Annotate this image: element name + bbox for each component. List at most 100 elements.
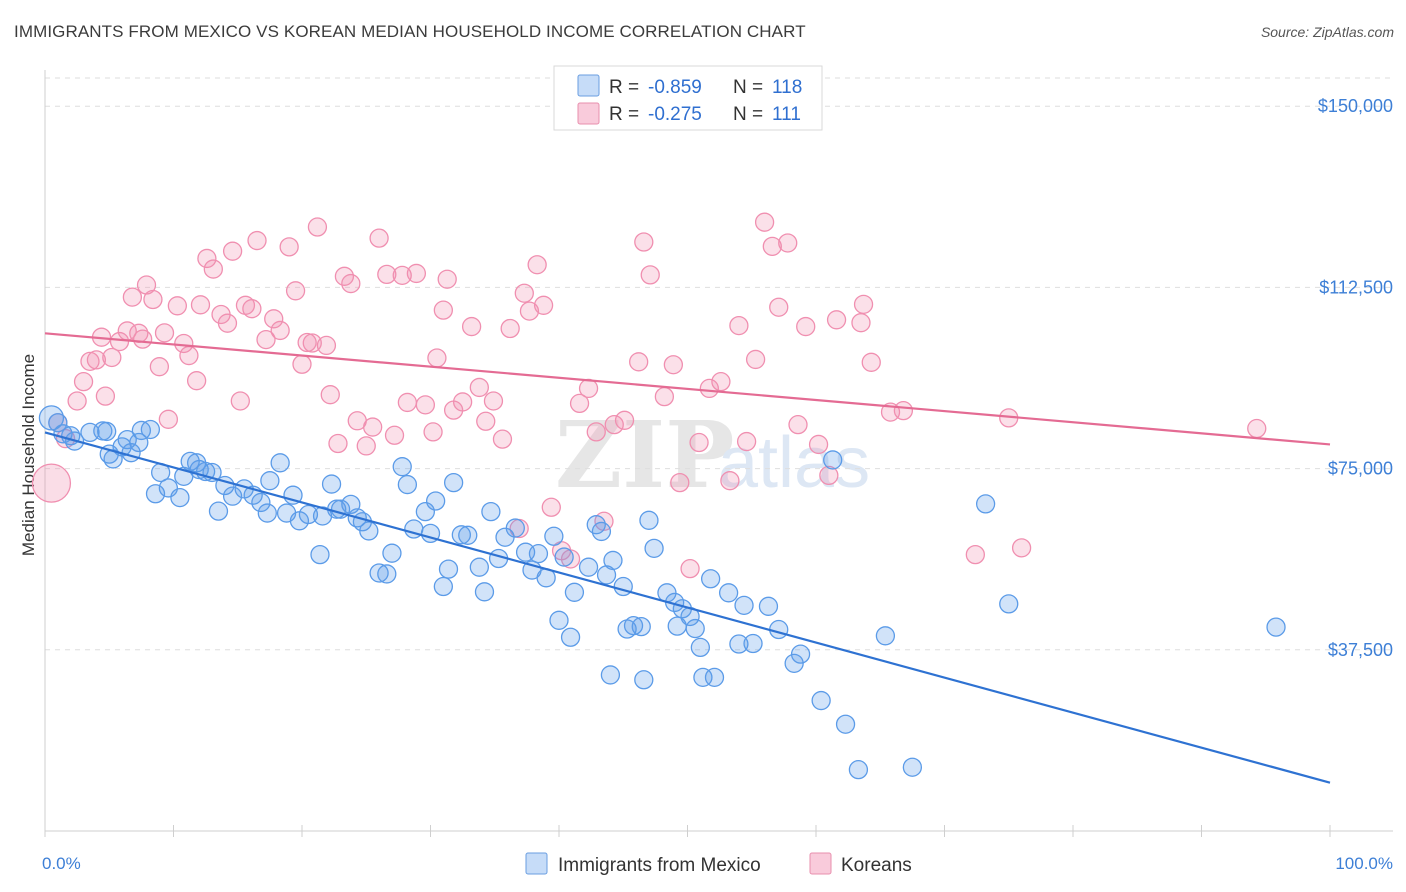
- korean-point: [514, 283, 534, 303]
- korean-point: [316, 335, 337, 356]
- korean-points: [31, 212, 1267, 579]
- legend: R = -0.859 N = 118 R = -0.275 N = 111: [553, 65, 823, 131]
- mexico-point: [685, 618, 705, 639]
- mexico-point: [392, 457, 412, 477]
- korean-point: [363, 417, 383, 437]
- korean-point: [634, 232, 654, 252]
- korean-point: [297, 332, 317, 353]
- bottom-legend-swatch-korean: [809, 852, 832, 875]
- mexico-point: [811, 690, 831, 711]
- korean-point: [689, 432, 709, 453]
- trend-lines: [44, 332, 1331, 784]
- mexico-point: [481, 501, 501, 522]
- korean-point: [328, 433, 348, 454]
- mexico-point: [382, 543, 402, 563]
- mexico-point: [310, 544, 330, 565]
- mexico-point: [170, 487, 190, 508]
- korean-point: [680, 558, 700, 579]
- korean-point: [264, 309, 284, 329]
- korean-point: [808, 434, 829, 455]
- korean-point: [670, 472, 690, 493]
- x-tick-labels: 0.0% 100.0%: [42, 854, 1393, 873]
- korean-point: [256, 329, 276, 350]
- korean-point: [31, 463, 72, 503]
- korean-point: [851, 313, 871, 333]
- mexico-point: [260, 471, 280, 491]
- korean-point: [356, 436, 376, 456]
- korean-point: [527, 255, 547, 275]
- korean-point: [86, 350, 107, 370]
- korean-point: [788, 415, 808, 435]
- x-tick-label-start: 0.0%: [42, 854, 81, 873]
- korean-point: [427, 348, 447, 368]
- korean-point: [629, 352, 649, 372]
- korean-point: [222, 241, 243, 261]
- mexico-point: [975, 494, 996, 514]
- korean-point: [384, 425, 405, 445]
- korean-point: [423, 422, 443, 442]
- mexico-point: [377, 564, 397, 584]
- korean-point: [1011, 538, 1032, 558]
- mexico-point: [222, 486, 243, 506]
- korean-point: [341, 273, 361, 294]
- korean-point: [158, 409, 179, 429]
- mexico-point: [443, 472, 464, 493]
- legend-r-label-mexico: R =: [609, 77, 639, 98]
- mexico-point: [298, 504, 319, 525]
- korean-point: [500, 318, 520, 339]
- korean-point: [247, 230, 267, 251]
- korean-point: [406, 263, 427, 284]
- korean-point: [614, 410, 635, 430]
- korean-point: [720, 471, 740, 491]
- korean-point: [586, 422, 606, 442]
- chart-title: IMMIGRANTS FROM MEXICO VS KOREAN MEDIAN …: [14, 22, 806, 41]
- korean-point: [133, 329, 153, 349]
- korean-point: [569, 393, 590, 414]
- mexico-point: [564, 582, 585, 602]
- mexico-point: [700, 569, 721, 589]
- y-axis-label: Median Household Income: [19, 354, 38, 556]
- korean-point: [80, 351, 100, 372]
- korean-point: [893, 400, 914, 421]
- mexico-point: [48, 413, 68, 433]
- korean-point: [736, 431, 757, 452]
- korean-point: [483, 391, 504, 411]
- y-tick-label: $112,500: [1319, 277, 1393, 297]
- korean-point: [578, 378, 599, 399]
- korean-point: [826, 310, 847, 330]
- korean-point: [654, 386, 675, 407]
- y-tick-label: $37,500: [1328, 640, 1393, 660]
- korean-point: [492, 429, 513, 449]
- axes: [44, 70, 1393, 837]
- mexico-point: [425, 491, 446, 511]
- mexico-point: [97, 421, 117, 442]
- legend-n-label-mexico: N =: [733, 77, 763, 98]
- bottom-legend-swatch-mexico: [525, 852, 548, 875]
- korean-point: [73, 371, 94, 392]
- mexico-point: [639, 510, 659, 530]
- legend-r-value-mexico: -0.859: [648, 77, 702, 98]
- mexico-point: [251, 492, 271, 513]
- korean-point: [392, 265, 412, 285]
- korean-point: [433, 300, 454, 320]
- korean-point: [369, 228, 389, 248]
- mexico-point: [631, 616, 651, 637]
- korean-point: [302, 333, 322, 353]
- korean-point: [769, 297, 789, 317]
- mexico-point: [1266, 617, 1286, 637]
- mexico-point: [433, 576, 454, 597]
- watermark-zip: ZIP: [555, 401, 734, 509]
- korean-point: [285, 281, 306, 301]
- korean-point: [519, 301, 540, 321]
- mexico-point: [129, 432, 149, 453]
- mexico-point: [438, 559, 459, 579]
- korean-point: [711, 371, 731, 392]
- korean-point: [270, 320, 290, 341]
- watermark-atlas: atlas: [718, 423, 870, 503]
- korean-point: [307, 217, 328, 237]
- korean-point: [745, 349, 766, 370]
- korean-point: [452, 392, 473, 412]
- mexico-points: [38, 405, 1286, 780]
- korean-point: [167, 296, 188, 316]
